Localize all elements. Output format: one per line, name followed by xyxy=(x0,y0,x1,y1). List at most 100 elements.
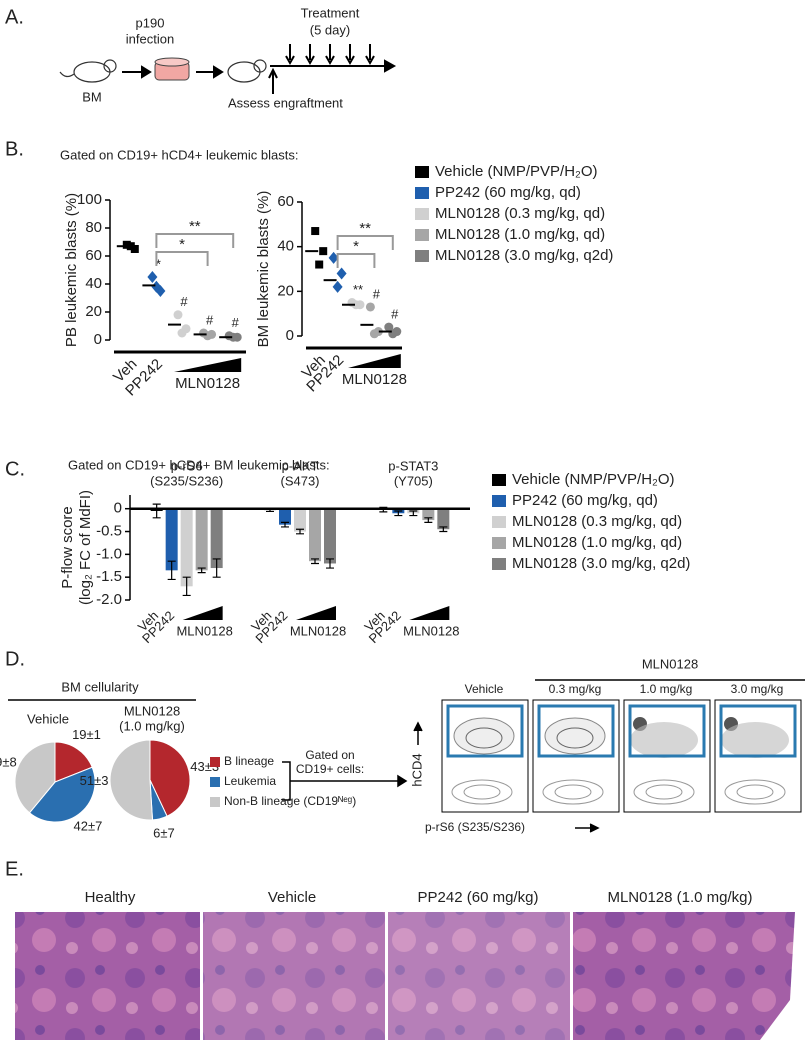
contour xyxy=(451,779,513,805)
dose-triangle xyxy=(182,606,223,620)
group-label: MLN0128 xyxy=(175,375,240,392)
legend-label: Leukemia xyxy=(224,774,276,788)
flow-label: Vehicle xyxy=(465,682,504,696)
data-point xyxy=(369,329,379,339)
contour xyxy=(633,779,695,805)
contour xyxy=(736,784,774,800)
bar xyxy=(437,508,450,530)
legend-label: MLN0128 (0.3 mg/kg, qd) xyxy=(512,513,682,530)
legend-swatch xyxy=(415,187,429,199)
error-bar xyxy=(152,503,161,519)
bar xyxy=(279,508,291,525)
bracket xyxy=(336,253,376,268)
error-bar xyxy=(326,558,334,569)
significance: # xyxy=(373,286,381,301)
group-title: (S235/S236) xyxy=(150,473,223,488)
y-tick-label: 20 xyxy=(85,303,102,320)
legend-swatch xyxy=(492,558,506,570)
data-point xyxy=(228,332,238,342)
y-tick-label: 40 xyxy=(85,275,102,292)
histology-image xyxy=(203,912,385,1040)
bar xyxy=(210,508,223,569)
data-point xyxy=(203,331,213,341)
significance: # xyxy=(232,315,240,330)
panel-label: B. xyxy=(5,138,24,160)
group-title: p-AKT xyxy=(282,458,319,473)
contour xyxy=(645,784,683,800)
group-title: p-STAT3 xyxy=(388,458,438,473)
pie-title: (1.0 mg/kg) xyxy=(119,718,185,733)
panel-label: C. xyxy=(5,458,25,480)
culture-dish xyxy=(154,57,190,81)
y-tick-label: 100 xyxy=(77,191,102,208)
y-tick-label: 0 xyxy=(94,331,102,348)
legend-label: Vehicle (NMP/PVP/H₂O) xyxy=(512,471,675,488)
y-tick-label: -1.5 xyxy=(96,568,122,585)
contour xyxy=(554,784,592,800)
group-title: (S473) xyxy=(280,473,319,488)
error-bar xyxy=(197,567,206,574)
bar xyxy=(165,508,178,571)
arrow xyxy=(196,65,224,79)
x-tick-label: MLN0128 xyxy=(176,623,232,638)
infection-label: infection xyxy=(126,31,174,46)
arrow xyxy=(122,65,152,79)
gate xyxy=(446,704,524,758)
contour xyxy=(556,727,594,749)
bar xyxy=(309,508,321,562)
legend-label: MLN0128 (1.0 mg/kg, qd) xyxy=(435,226,605,243)
data-point xyxy=(365,302,375,312)
y-tick-label: 20 xyxy=(277,282,294,299)
legend-swatch xyxy=(492,474,506,486)
bar xyxy=(422,508,435,521)
gate-label: CD19+ cells: xyxy=(296,762,364,776)
pie-title: Vehicle xyxy=(27,711,69,726)
scatter-cloud xyxy=(630,722,698,758)
panel-label: D. xyxy=(5,648,25,670)
error-bar xyxy=(212,558,221,578)
subtitle: Gated on CD19+ hCD4+ leukemic blasts: xyxy=(60,147,298,162)
y-tick-label: 0 xyxy=(114,500,122,517)
y-axis-label: (log₂ FC of MdFI) xyxy=(77,490,94,605)
y-tick-label: -0.5 xyxy=(96,522,122,539)
legend-label: Vehicle (NMP/PVP/H₂O) xyxy=(435,163,598,180)
gate xyxy=(719,704,797,758)
legend-label: B lineage xyxy=(224,754,274,768)
bracket-label: ** xyxy=(189,218,201,235)
bracket-label: ** xyxy=(359,220,371,237)
treatment-label: (5 day) xyxy=(310,22,350,37)
legend-swatch xyxy=(210,777,220,787)
histology-image xyxy=(15,912,200,1040)
legend-swatch xyxy=(492,516,506,528)
data-point xyxy=(336,267,347,280)
y-tick-label: 0 xyxy=(286,327,294,344)
error-bar xyxy=(439,526,448,533)
contour xyxy=(463,784,501,800)
treatment-label: Treatment xyxy=(301,5,360,20)
bracket xyxy=(155,251,209,266)
y-axis-label: BM leukemic blasts (%) xyxy=(255,191,272,348)
pie-slice xyxy=(109,739,154,821)
legend-label: MLN0128 (3.0 mg/kg, q2d) xyxy=(435,247,613,264)
slice-label: 6±7 xyxy=(153,826,175,841)
data-point xyxy=(151,280,162,293)
legend-swatch xyxy=(415,229,429,241)
error-bar xyxy=(311,558,319,565)
flow-group-label: MLN0128 xyxy=(642,656,698,671)
bm-label: BM xyxy=(82,89,102,104)
significance: * xyxy=(156,256,161,271)
legend-label: MLN0128 (3.0 mg/kg, q2d) xyxy=(512,555,690,572)
data-point xyxy=(384,322,394,332)
contour xyxy=(465,727,503,749)
bracket xyxy=(336,235,394,250)
y-tick-label: -1.0 xyxy=(96,545,122,562)
slice-label: 51±3 xyxy=(80,773,109,788)
bracket xyxy=(155,233,235,248)
y-tick-label: 40 xyxy=(277,238,294,255)
significance: # xyxy=(206,312,214,327)
data-point xyxy=(351,300,361,310)
slice-label: 42±7 xyxy=(74,819,103,834)
bar xyxy=(294,508,306,532)
image-label: Healthy xyxy=(85,889,136,906)
data-point xyxy=(315,260,324,269)
